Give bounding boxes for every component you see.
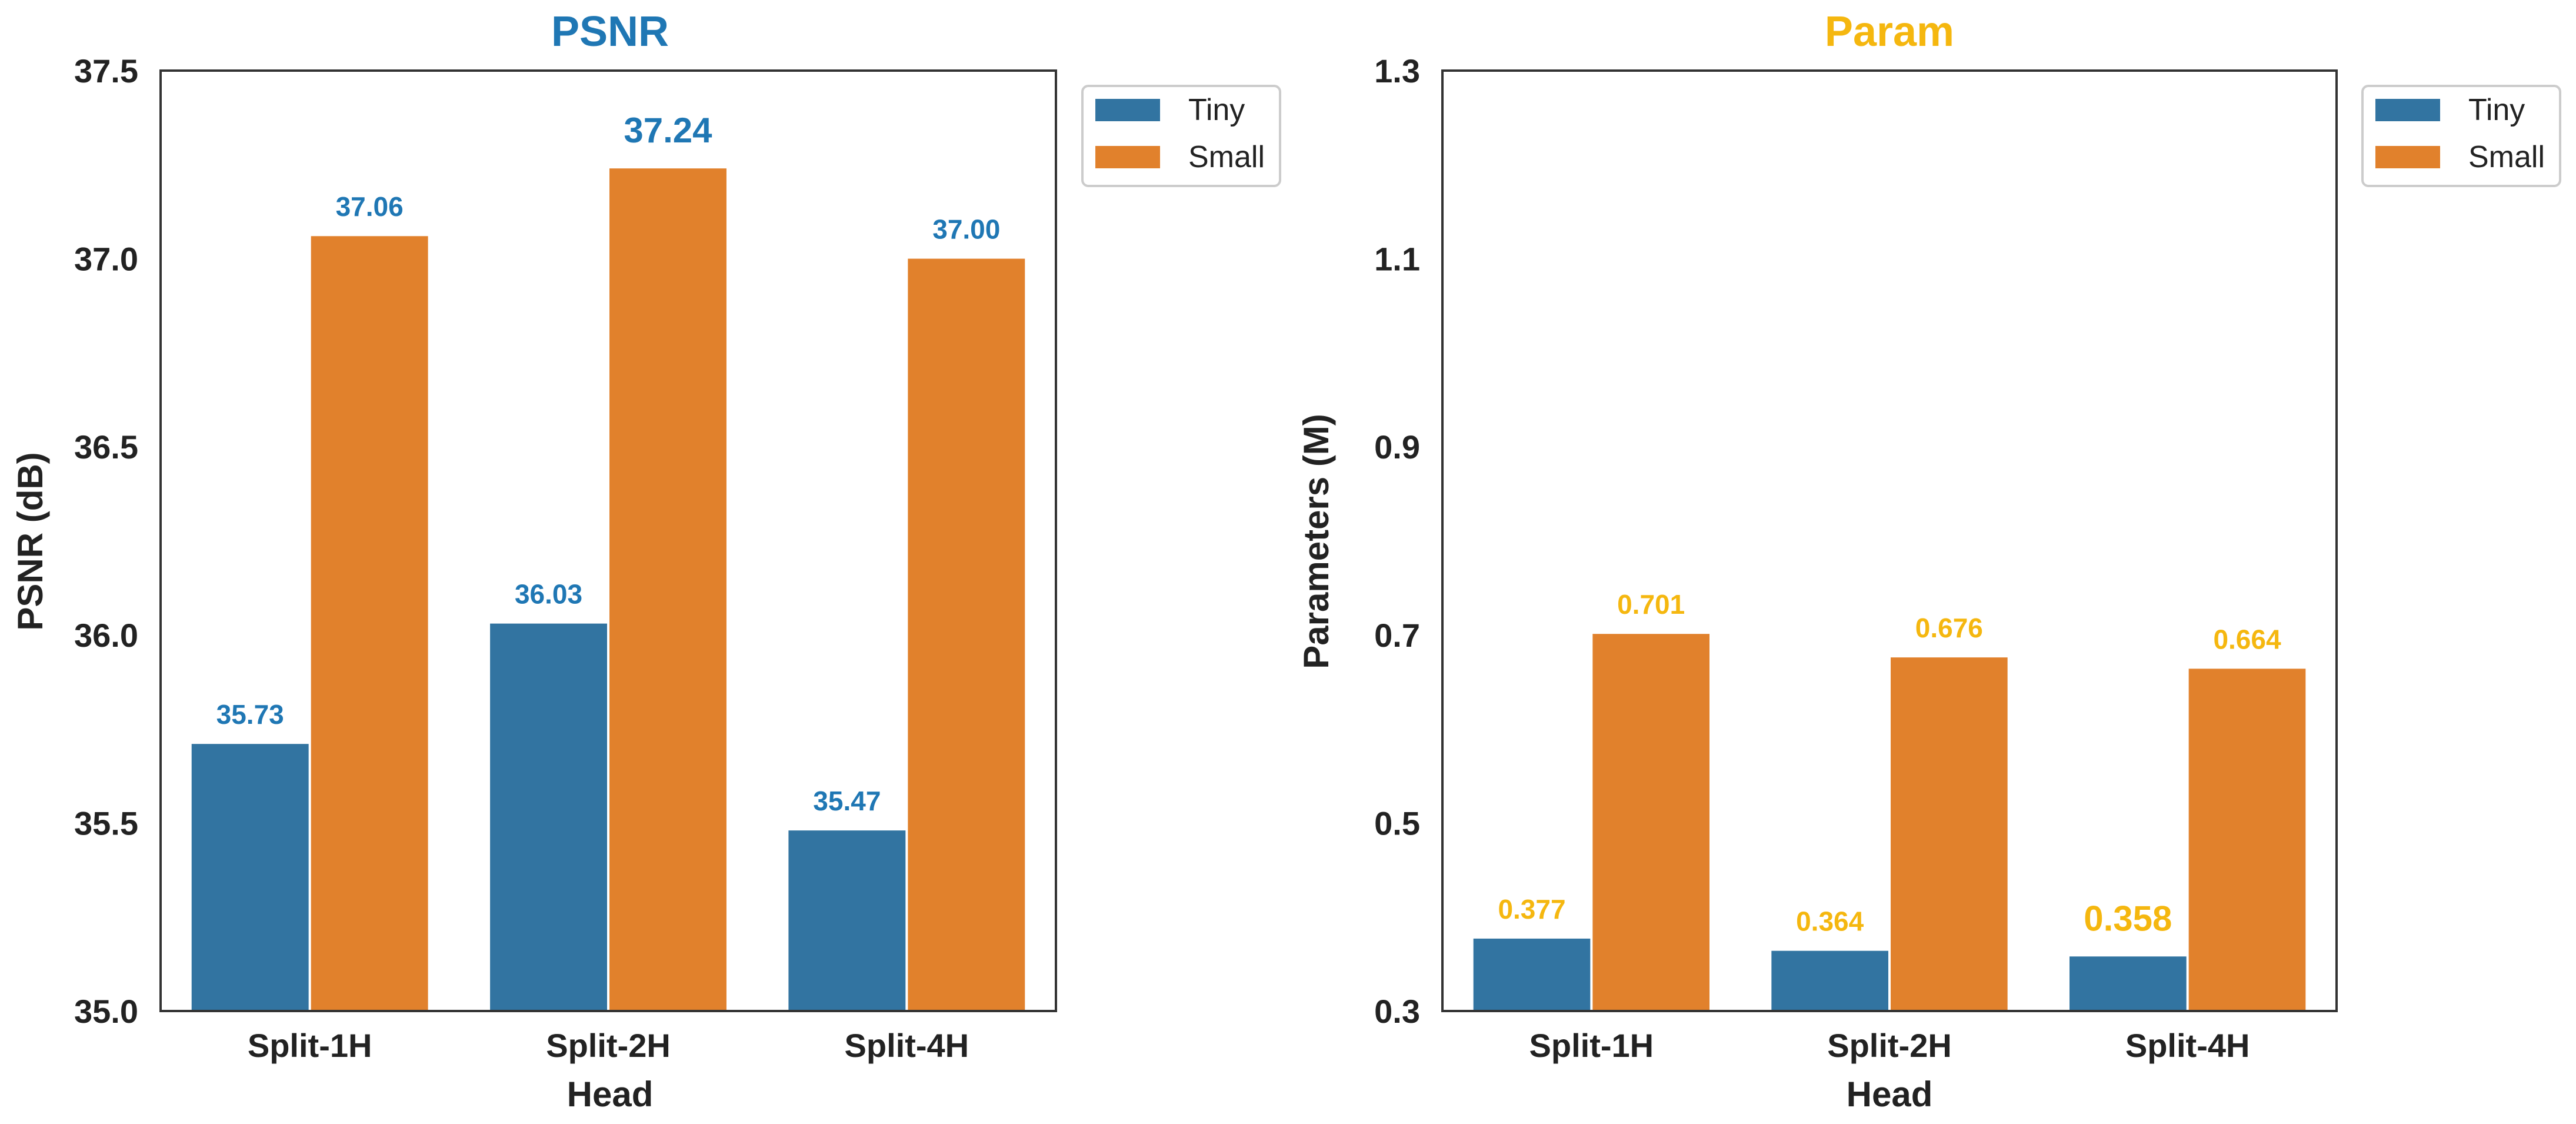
y-tick-label: 1.1: [1374, 241, 1420, 278]
bar-small-split-1h: [311, 236, 428, 1011]
data-label: 37.06: [336, 191, 404, 222]
bar-small-split-4h: [908, 258, 1025, 1012]
y-axis-label: PSNR (dB): [11, 452, 50, 630]
legend-swatch-small: [1095, 146, 1160, 168]
data-label: 36.03: [515, 579, 582, 610]
legend: Tiny Small: [2361, 85, 2561, 187]
y-tick-label: 0.9: [1374, 428, 1420, 465]
data-label: 35.47: [813, 786, 881, 816]
y-tick-label: 36.0: [74, 617, 138, 654]
data-label: 0.664: [2213, 624, 2281, 654]
y-tick-label: 36.5: [74, 428, 138, 465]
bar-tiny-split-1h: [1473, 938, 1591, 1011]
y-tick-label: 35.0: [74, 993, 138, 1030]
data-label: 37.00: [932, 214, 1000, 245]
plot-frame: [159, 69, 1057, 1012]
x-tick-label: Split-4H: [2125, 1027, 2250, 1064]
y-tick-label: 37.5: [74, 52, 138, 89]
y-tick-label: 0.7: [1374, 617, 1420, 654]
data-label: 0.377: [1498, 894, 1565, 925]
x-tick-label: Split-2H: [1827, 1027, 1952, 1064]
data-label: 37.24: [624, 111, 712, 150]
plot-frame: [1441, 69, 2338, 1012]
y-tick-label: 1.3: [1374, 52, 1420, 89]
bar-small-split-4h: [2188, 669, 2306, 1011]
data-label: 35.73: [216, 699, 284, 730]
legend-label-tiny: Tiny: [1188, 93, 1245, 127]
legend-swatch-tiny: [1095, 99, 1160, 121]
bar-tiny-split-1h: [191, 744, 309, 1011]
legend-swatch-tiny: [2375, 99, 2440, 121]
x-axis-label: Head: [567, 1075, 654, 1114]
x-tick-label: Split-2H: [546, 1027, 671, 1064]
bar-tiny-split-4h: [788, 830, 906, 1011]
psnr-chart: PSNR PSNR (dB) Head 35.0 35.5 36.0 36.5 37.0…: [11, 8, 1281, 1114]
legend-label-small: Small: [2468, 140, 2545, 174]
legend: Tiny Small: [1081, 85, 1281, 187]
y-tick-label: 0.5: [1374, 804, 1420, 842]
y-axis-label: Parameters (M): [1297, 414, 1336, 669]
legend-label-small: Small: [1188, 140, 1265, 174]
data-label: 0.701: [1617, 589, 1685, 620]
data-label: 0.676: [1915, 613, 1983, 643]
legend-swatch-small: [2375, 146, 2440, 168]
data-label: 0.358: [2084, 899, 2172, 938]
chart-title: PSNR: [551, 8, 669, 55]
data-label: 0.364: [1796, 906, 1864, 937]
legend-label-tiny: Tiny: [2468, 93, 2525, 127]
param-chart: Param Parameters (M) Head 0.3 0.5 0.7 0.9 1.…: [1297, 8, 2561, 1114]
bar-tiny-split-2h: [1771, 950, 1888, 1011]
bar-small-split-2h: [609, 168, 727, 1011]
bar-tiny-split-4h: [2070, 956, 2187, 1011]
x-tick-label: Split-4H: [845, 1027, 969, 1064]
bar-small-split-2h: [1891, 657, 2008, 1011]
y-tick-label: 35.5: [74, 804, 138, 842]
x-tick-label: Split-1H: [248, 1027, 372, 1064]
chart-title: Param: [1825, 8, 1954, 55]
x-axis-label: Head: [1847, 1075, 1933, 1114]
bar-small-split-1h: [1592, 634, 1709, 1011]
x-tick-label: Split-1H: [1529, 1027, 1654, 1064]
bar-tiny-split-2h: [490, 623, 607, 1011]
y-tick-label: 0.3: [1374, 993, 1420, 1030]
y-tick-label: 37.0: [74, 241, 138, 278]
